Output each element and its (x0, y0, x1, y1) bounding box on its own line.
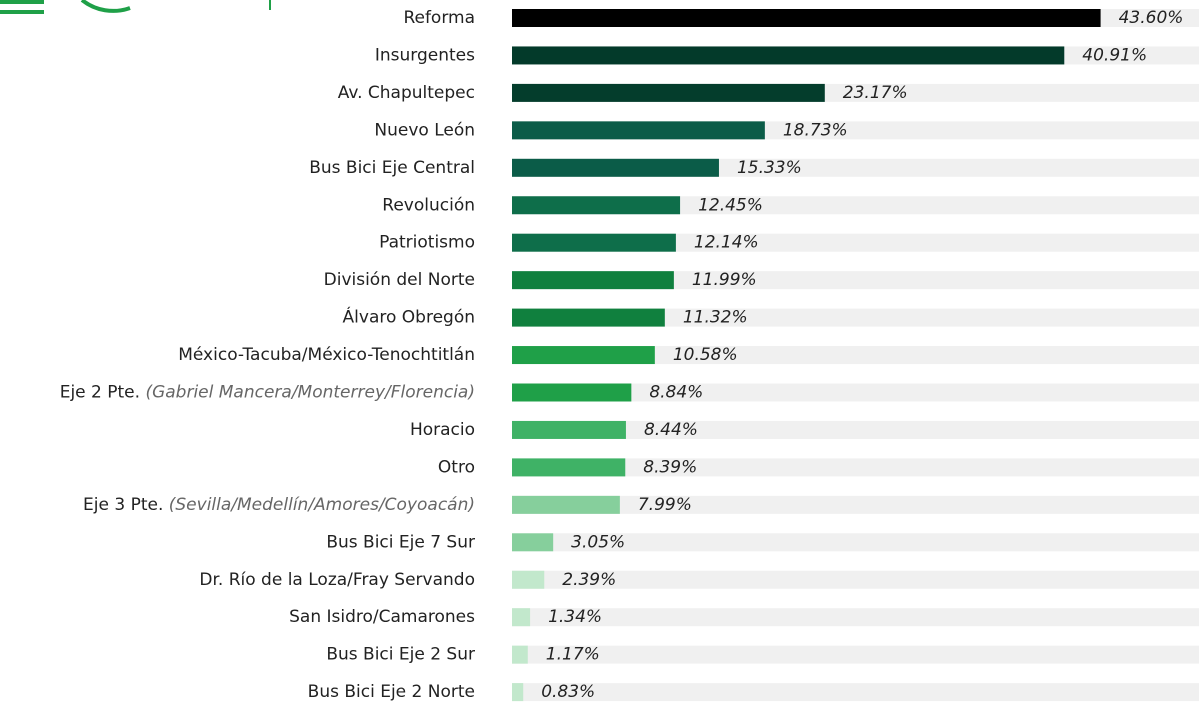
value-label: 12.45% (698, 195, 763, 215)
bar-track (512, 196, 1199, 215)
value-label: 18.73% (783, 120, 848, 140)
value-label: 8.44% (644, 420, 698, 440)
bar-track (512, 420, 1199, 439)
value-label: 11.99% (692, 270, 757, 290)
category-label: Bus Bici Eje Central (309, 158, 475, 178)
bar (512, 495, 620, 514)
bar (512, 46, 1065, 65)
logo-stroke (0, 0, 44, 4)
category-label: Bus Bici Eje 2 Norte (308, 682, 475, 702)
value-label: 15.33% (737, 158, 802, 178)
bar (512, 608, 531, 627)
bar (512, 196, 681, 215)
category-label: Patriotismo (379, 233, 475, 253)
category-label: Eje 2 Pte. (Gabriel Mancera/Monterrey/Fl… (60, 383, 475, 403)
category-label: Nuevo León (374, 120, 475, 140)
value-label: 11.32% (683, 308, 748, 328)
category-label: Dr. Río de la Loza/Fray Servando (199, 570, 475, 590)
bar-track (512, 271, 1199, 290)
category-label: Horacio (410, 420, 475, 440)
bar (512, 121, 765, 140)
bar-track (512, 608, 1199, 627)
value-label: 8.39% (643, 457, 697, 477)
value-label: 2.39% (562, 570, 616, 590)
category-label: Insurgentes (375, 45, 475, 65)
value-label: 0.83% (541, 682, 595, 702)
bar (512, 308, 665, 327)
value-label: 1.34% (548, 607, 602, 627)
bar-track (512, 458, 1199, 477)
category-label: Bus Bici Eje 7 Sur (326, 532, 475, 552)
bar (512, 9, 1101, 27)
bar (512, 346, 655, 365)
bar-track (512, 346, 1199, 365)
bar-track (512, 570, 1199, 589)
category-label: México-Tacuba/México-Tenochtitlán (178, 345, 475, 365)
value-label: 8.84% (649, 383, 703, 403)
bar-track (512, 383, 1199, 402)
category-label: Revolución (382, 195, 475, 215)
category-label: División del Norte (324, 270, 475, 290)
bar-track (512, 645, 1199, 664)
category-label: San Isidro/Camarones (289, 607, 475, 627)
value-label: 23.17% (843, 83, 908, 103)
bar (512, 158, 719, 177)
value-label: 12.14% (694, 233, 759, 253)
bar-track (512, 683, 1199, 702)
value-label: 40.91% (1082, 45, 1147, 65)
category-note: (Gabriel Mancera/Monterrey/Florencia) (145, 383, 475, 403)
logo-stroke (0, 10, 44, 14)
bar (512, 271, 674, 290)
bar (512, 533, 554, 552)
bar (512, 645, 528, 664)
bar (512, 383, 632, 402)
bar-track (512, 308, 1199, 327)
bar (512, 570, 545, 589)
category-name: Eje 3 Pte. (83, 495, 163, 515)
bar (512, 458, 626, 477)
category-label: Otro (438, 457, 475, 477)
category-label: Bus Bici Eje 2 Sur (326, 645, 475, 665)
bar-track (512, 495, 1199, 514)
value-label: 10.58% (673, 345, 738, 365)
value-label: 3.05% (571, 532, 625, 552)
category-label: Álvaro Obregón (343, 306, 475, 328)
bar-track (512, 533, 1199, 552)
logo-arc (80, 0, 131, 13)
value-label: 43.60% (1119, 8, 1184, 28)
category-label: Av. Chapultepec (338, 83, 475, 103)
bar-track (512, 233, 1199, 252)
bar (512, 683, 524, 702)
category-note: (Sevilla/Medellín/Amores/Coyoacán) (169, 495, 475, 515)
logo (0, 0, 271, 14)
bar (512, 233, 676, 252)
category-name: Eje 2 Pte. (60, 383, 140, 403)
bar (512, 420, 626, 439)
category-label: Reforma (403, 8, 475, 28)
category-label: Eje 3 Pte. (Sevilla/Medellín/Amores/Coyo… (83, 495, 475, 515)
value-label: 7.99% (638, 495, 692, 515)
value-label: 1.17% (546, 645, 600, 665)
bar (512, 83, 825, 102)
